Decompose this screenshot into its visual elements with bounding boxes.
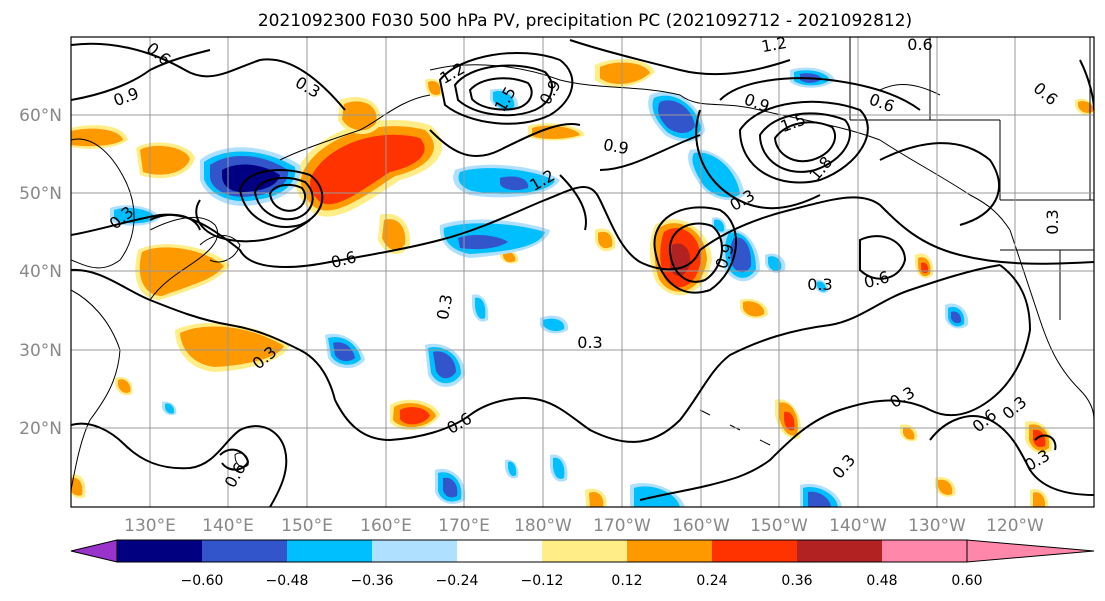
longitude-labels: 130°E 140°E 150°E 160°E 170°E 180°W 170°… — [124, 516, 1044, 536]
lon-label: 150°W — [750, 516, 808, 536]
lat-label: 30°N — [19, 341, 62, 361]
colorbar-segment — [797, 540, 882, 562]
lon-label: 140°W — [829, 516, 887, 536]
colorbar-tick: 0.60 — [951, 573, 982, 589]
colorbar-min-extend — [70, 539, 118, 563]
lon-label: 130°E — [124, 516, 176, 536]
colorbar: −0.60 −0.48 −0.36 −0.24 −0.12 0.12 0.24 … — [70, 539, 1095, 589]
latitude-labels: 60°N 50°N 40°N 30°N 20°N — [19, 106, 62, 439]
colorbar-segment — [542, 540, 627, 562]
figure-title: 2021092300 F030 500 hPa PV, precipitatio… — [258, 11, 912, 31]
lon-label: 160°W — [672, 516, 730, 536]
colorbar-tick: −0.12 — [521, 573, 564, 589]
colorbar-tick: −0.24 — [436, 573, 479, 589]
lat-label: 40°N — [19, 262, 62, 282]
colorbar-tick: 0.12 — [611, 573, 642, 589]
lat-label: 60°N — [19, 106, 62, 126]
contour-label: 0.9 — [602, 135, 630, 158]
map-frame — [70, 36, 1095, 508]
lon-label: 180°W — [514, 516, 572, 536]
precipitation-anomaly-fill — [71, 59, 1094, 507]
lon-label: 140°E — [202, 516, 254, 536]
contour-label: 0.3 — [807, 275, 832, 294]
lon-label: 170°W — [593, 516, 651, 536]
coastlines — [71, 37, 1094, 491]
contour-label: 0.3 — [1043, 209, 1062, 234]
colorbar-tick: 0.48 — [866, 573, 897, 589]
lat-label: 50°N — [19, 184, 62, 204]
contour-label: 0.6 — [907, 35, 932, 54]
lon-label: 150°E — [281, 516, 333, 536]
colorbar-tick: 0.36 — [781, 573, 812, 589]
colorbar-segment — [117, 540, 202, 562]
colorbar-segment — [882, 540, 967, 562]
colorbar-tick: −0.48 — [266, 573, 309, 589]
colorbar-segment — [712, 540, 797, 562]
colorbar-tick-labels: −0.60 −0.48 −0.36 −0.24 −0.12 0.12 0.24 … — [181, 573, 983, 589]
lon-label: 120°W — [986, 516, 1044, 536]
colorbar-segment — [372, 540, 457, 562]
colorbar-segment — [287, 540, 372, 562]
lon-label: 130°W — [908, 516, 966, 536]
colorbar-segment — [627, 540, 712, 562]
lon-label: 160°E — [360, 516, 412, 536]
contour-label: 0.3 — [433, 293, 456, 321]
contour-label: 0.3 — [577, 333, 602, 352]
lat-label: 20°N — [19, 419, 62, 439]
colorbar-tick: −0.36 — [351, 573, 394, 589]
colorbar-tick: −0.60 — [181, 573, 224, 589]
lon-label: 170°E — [438, 516, 490, 536]
contour-label: 1.2 — [760, 33, 788, 56]
colorbar-max-extend — [966, 539, 1095, 563]
map-area: 0.6 0.9 0.3 1.2 1.5 0.9 1.2 1.5 1.8 0.9 … — [71, 33, 1094, 507]
colorbar-tick: 0.24 — [696, 573, 727, 589]
colorbar-segment — [202, 540, 287, 562]
pv-contours — [71, 39, 1094, 507]
colorbar-segment — [457, 540, 542, 562]
